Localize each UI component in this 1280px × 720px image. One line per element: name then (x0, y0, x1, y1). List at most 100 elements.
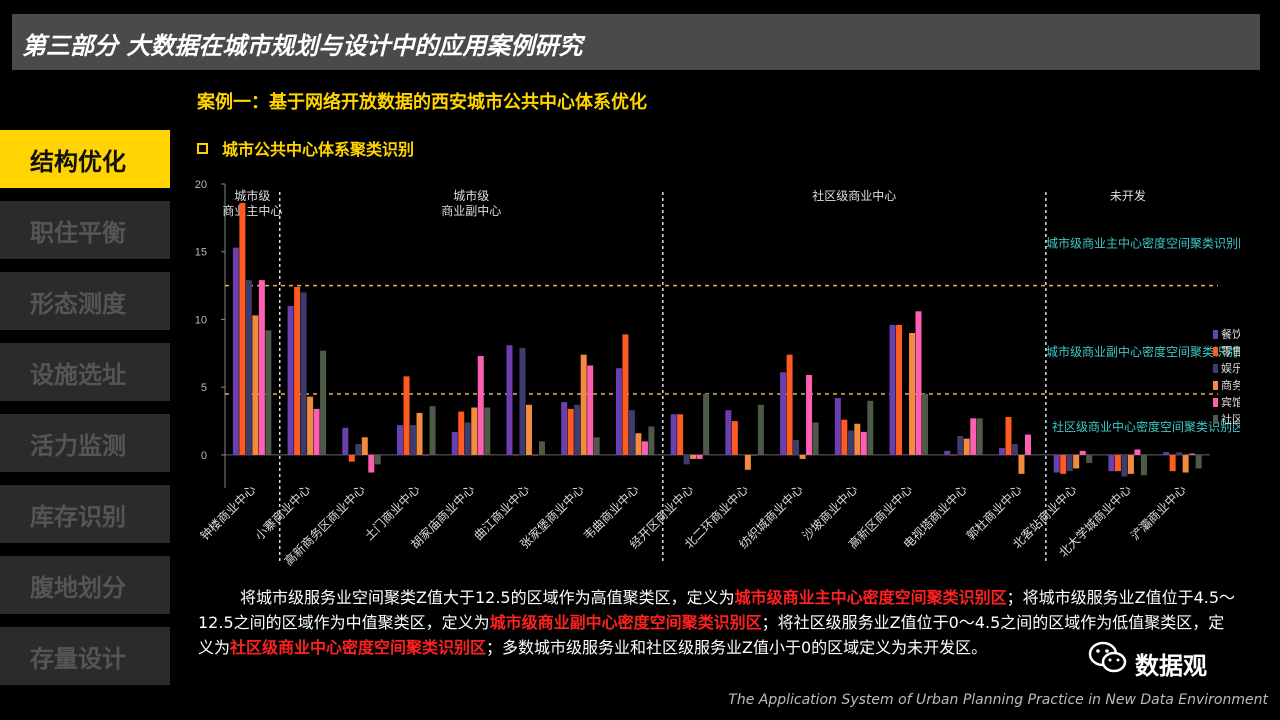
bar (703, 393, 710, 455)
bar (909, 333, 916, 455)
bar (587, 365, 594, 455)
bar (458, 411, 465, 455)
highlight-community-center: 社区级商业中心密度空间聚类识别区 (230, 638, 487, 657)
bar (867, 400, 874, 455)
bar (1079, 450, 1086, 455)
legend-swatch (1213, 415, 1218, 424)
sidebar-item-hinterland[interactable]: 腹地划分 (0, 556, 170, 614)
category-label: 钟楼商业中心 (197, 482, 259, 544)
sidebar-item-label: 形态测度 (30, 290, 126, 318)
bar (361, 437, 368, 455)
legend-swatch (1213, 364, 1218, 373)
description-text: ；将城市级服务业Z值位于4.5～12.5之间的区域作为中值聚类区，定义为 (198, 588, 1236, 632)
bar (725, 410, 732, 455)
bar (744, 454, 751, 470)
bar (889, 324, 896, 455)
sidebar-item-label: 存量设计 (30, 645, 126, 673)
sidebar-item-facility-siting[interactable]: 设施选址 (0, 343, 170, 401)
bar (1060, 454, 1067, 474)
legend-label: 商务业 (1221, 378, 1240, 392)
bar (423, 454, 430, 456)
bar (1127, 454, 1134, 474)
bar (313, 408, 320, 455)
bar (567, 408, 574, 455)
bar (1140, 454, 1147, 476)
bar (477, 356, 484, 455)
legend-swatch (1213, 381, 1218, 390)
description-paragraph: 将城市级服务业空间聚类Z值大于12.5的区域作为高值聚类区，定义为城市级商业主中… (198, 585, 1238, 660)
zone-label: 社区级商业中心 (812, 188, 896, 203)
sidebar-item-vitality[interactable]: 活力监测 (0, 414, 170, 472)
bar (300, 292, 307, 455)
bar (239, 202, 246, 455)
bar (538, 441, 545, 455)
bar (1134, 449, 1141, 455)
bar (397, 425, 404, 455)
bar (1195, 454, 1202, 469)
square-bullet-icon (197, 143, 208, 154)
bar (519, 347, 526, 455)
bar (1024, 434, 1031, 455)
sidebar-item-label: 设施选址 (30, 361, 126, 389)
bar (1005, 416, 1012, 455)
legend-label: 餐饮业 (1221, 327, 1240, 341)
legend-label: 社区业 (1221, 412, 1240, 426)
zone-label: 城市级 (234, 188, 270, 203)
bar (690, 454, 697, 459)
category-label: 土门商业中心 (361, 482, 423, 544)
zone-label: 城市级 (453, 188, 489, 203)
section-subtitle: 城市公共中心体系聚类识别 (197, 136, 414, 160)
bar (1182, 454, 1189, 473)
legend-swatch (1213, 398, 1218, 407)
sidebar-item-jobs-housing[interactable]: 职住平衡 (0, 201, 170, 259)
y-tick-label: 15 (195, 247, 207, 259)
bar (757, 404, 764, 455)
sidebar-item-label: 结构优化 (30, 148, 126, 176)
bar (786, 354, 793, 455)
watermark-brand: 数据观 (1135, 652, 1207, 680)
sidebar-item-label: 库存识别 (30, 503, 126, 531)
bar (896, 324, 903, 455)
legend-label: 娱乐业 (1221, 361, 1240, 375)
bar (1031, 454, 1038, 456)
threshold-label: 城市级商业副中心密度空间聚类识别区 (1046, 344, 1240, 359)
bar (1086, 454, 1093, 464)
bar (1018, 454, 1025, 474)
sidebar-item-morphology[interactable]: 形态测度 (0, 272, 170, 330)
bar (902, 454, 909, 456)
description-text: 将城市级服务业空间聚类Z值大于12.5的区域作为高值聚类区，定义为 (240, 588, 735, 607)
bar (1163, 452, 1170, 455)
sidebar-item-structure[interactable]: 结构优化 (0, 130, 170, 188)
bar (265, 330, 272, 455)
bar (471, 407, 478, 455)
bar (1011, 444, 1018, 455)
bar (1121, 454, 1128, 477)
zone-label: 商业主中心 (222, 203, 282, 218)
bar (245, 280, 252, 455)
bar (635, 433, 642, 455)
sidebar-item-inventory[interactable]: 库存识别 (0, 485, 170, 543)
y-tick-label: 20 (195, 179, 207, 191)
bar (915, 311, 922, 455)
bar (374, 454, 381, 465)
threshold-label: 社区级商业中心密度空间聚类识别区 (1052, 419, 1240, 434)
zone-label: 未开发 (1110, 188, 1146, 203)
bar (1176, 452, 1183, 455)
bar (232, 247, 239, 455)
bar (944, 450, 951, 455)
bar (403, 376, 410, 455)
sidebar-item-stock-design[interactable]: 存量设计 (0, 627, 170, 685)
bar (731, 421, 738, 455)
bar (355, 444, 362, 455)
description-text: ；将社区级服务业Z值位于0～4.5之间的区域作为低值聚类区，定义为 (198, 613, 1225, 657)
bar (593, 437, 600, 455)
bar (368, 454, 375, 473)
bar (1073, 454, 1080, 469)
bar (780, 372, 787, 455)
bar (670, 414, 677, 455)
bar (854, 423, 861, 455)
wechat-icon (1088, 641, 1127, 673)
sidebar-item-label: 活力监测 (30, 432, 126, 460)
legend-label: 宾馆业 (1221, 395, 1240, 409)
bar (738, 454, 745, 456)
